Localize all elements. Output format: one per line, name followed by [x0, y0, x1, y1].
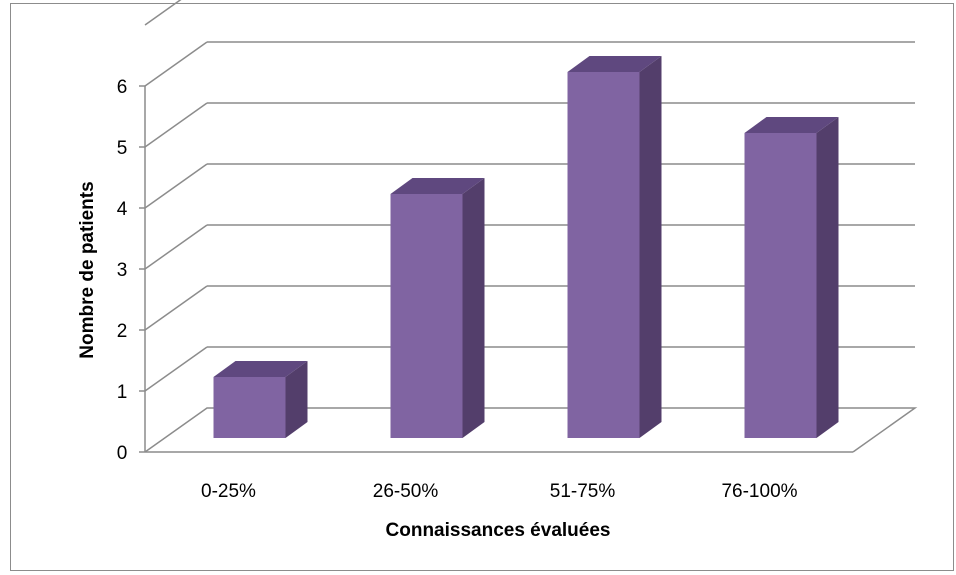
- bars: [213, 56, 839, 438]
- bar: [567, 56, 662, 438]
- x-axis-ticks: 0-25% 26-50% 51-75% 76-100%: [201, 481, 798, 502]
- gridline-side: [144, 346, 208, 392]
- x-tick-label: 51-75%: [550, 481, 616, 502]
- bar-front: [744, 133, 817, 438]
- x-tick-label: 0-25%: [201, 481, 256, 502]
- x-tick-label: 26-50%: [373, 481, 439, 502]
- y-axis-title: Nombre de patients: [77, 181, 98, 358]
- bar-side: [462, 178, 485, 438]
- bar-top: [744, 117, 839, 133]
- gridline-side: [144, 0, 182, 26]
- bar-top: [390, 178, 485, 194]
- bar-top: [567, 56, 662, 72]
- gridline-side: [144, 41, 208, 87]
- gridline-side: [144, 224, 208, 270]
- y-tick-label: 2: [117, 321, 128, 342]
- gridline-side: [144, 102, 208, 148]
- bar-front: [567, 72, 640, 438]
- y-tick-label: 0: [117, 443, 128, 464]
- bar-front: [390, 194, 463, 438]
- bar-side: [639, 56, 662, 438]
- bar-side: [816, 117, 839, 438]
- bar: [744, 117, 839, 438]
- y-tick-label: 1: [117, 382, 128, 403]
- y-tick-label: 4: [117, 199, 128, 220]
- floor-outline: [144, 407, 918, 453]
- bar-top: [213, 361, 308, 377]
- x-tick-label: 76-100%: [721, 481, 797, 502]
- bar: [390, 178, 485, 438]
- x-axis-title: Connaissances évaluées: [386, 520, 611, 541]
- gridline-side: [144, 163, 208, 209]
- gridline-side: [144, 285, 208, 331]
- bar-front: [213, 377, 286, 438]
- bar: [213, 361, 308, 438]
- y-tick-label: 6: [117, 77, 128, 98]
- y-tick-label: 5: [117, 138, 128, 159]
- bar-side: [285, 361, 308, 438]
- y-tick-label: 3: [117, 260, 128, 281]
- y-axis-ticks: 0 1 2 3 4 5 6: [117, 77, 128, 464]
